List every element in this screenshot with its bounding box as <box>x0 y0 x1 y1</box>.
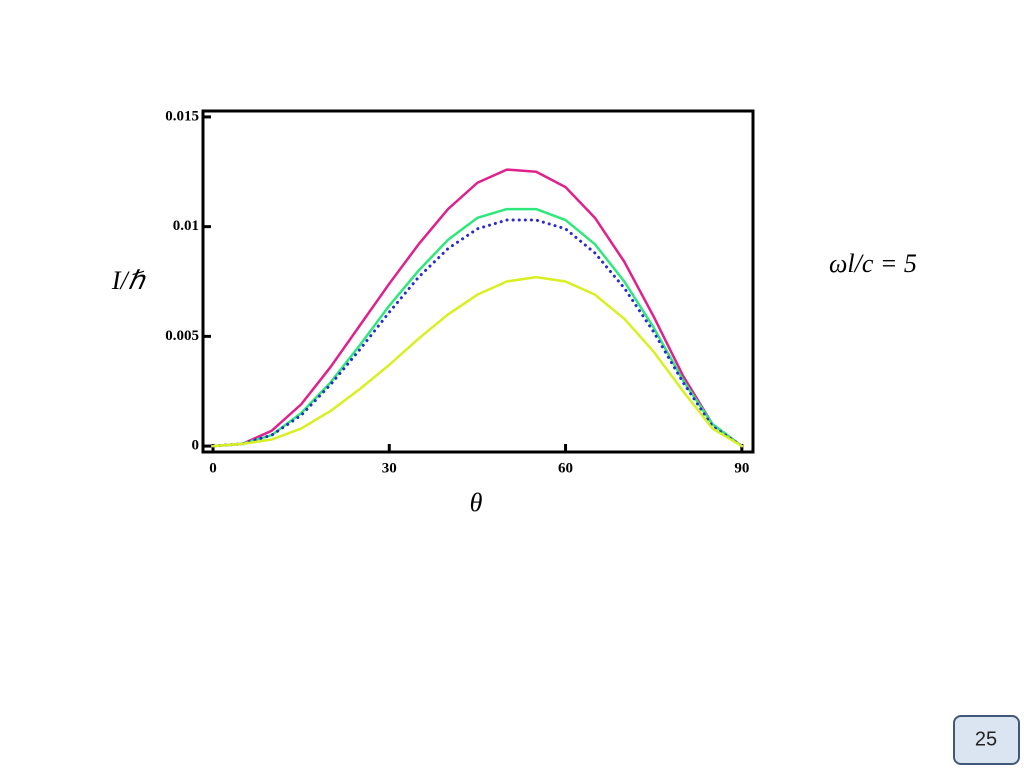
plot-frame <box>201 109 755 454</box>
y-tick-label: 0 <box>192 438 200 454</box>
line-series <box>211 218 744 448</box>
page-number-box <box>953 715 1020 765</box>
y-tick-label: 0.005 <box>165 328 199 344</box>
line-series <box>211 207 744 448</box>
x-tick-label: 60 <box>558 460 573 476</box>
y-tick-label: 0.015 <box>165 108 199 124</box>
x-tick-label: 0 <box>209 460 217 476</box>
page-number: 25 <box>975 728 997 750</box>
annotation: ωl/c = 5 <box>829 249 917 278</box>
x-tick-label: 30 <box>382 460 397 476</box>
y-tick-label: 0.01 <box>173 218 199 234</box>
line-series <box>211 168 744 448</box>
line-series <box>211 275 744 448</box>
x-axis-label: θ <box>470 488 483 517</box>
x-tick-label: 90 <box>734 460 749 476</box>
y-axis-label: I/ℏ <box>111 266 147 295</box>
